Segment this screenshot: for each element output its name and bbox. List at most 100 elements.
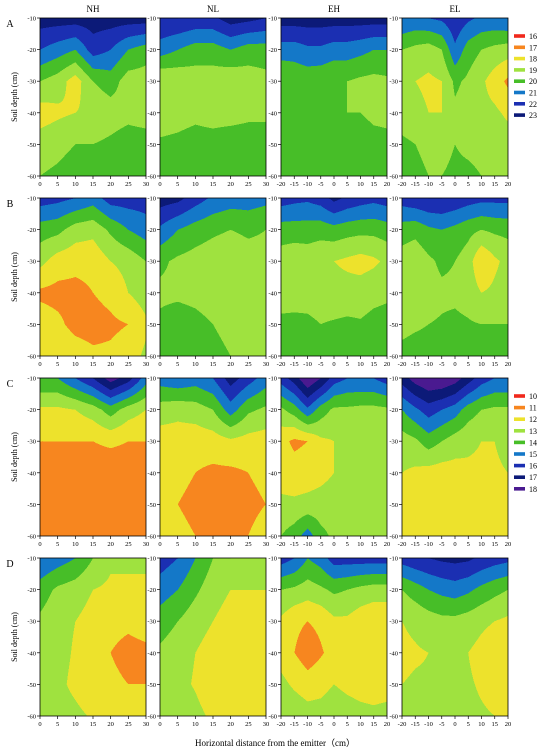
- x-tick-label: 0: [158, 181, 161, 188]
- legend-swatch: [514, 452, 525, 456]
- x-tick-label: 20: [384, 721, 391, 728]
- x-tick-label: 20: [384, 361, 391, 368]
- y-tick-label: -40: [389, 470, 398, 477]
- x-tick-label: 30: [263, 181, 270, 188]
- legend-swatch: [514, 417, 525, 421]
- x-tick-label: -10: [303, 361, 312, 368]
- x-tick-label: 10: [478, 361, 485, 368]
- legend-swatch: [514, 394, 525, 398]
- x-tick-label: 5: [176, 541, 179, 548]
- legend-swatch: [514, 90, 525, 95]
- x-tick-label: 10: [357, 541, 364, 548]
- x-tick-label: 25: [125, 541, 132, 548]
- x-tick-label: 5: [56, 721, 59, 728]
- y-tick-label: -60: [268, 714, 277, 721]
- y-tick-label: -30: [27, 439, 36, 446]
- y-tick-label: -10: [268, 376, 277, 383]
- x-tick-label: 20: [505, 361, 512, 368]
- y-tick-label: -50: [268, 322, 277, 329]
- y-tick-label: -60: [147, 174, 156, 181]
- y-tick-label: -50: [147, 142, 156, 149]
- y-axis-label: Soil depth (cm): [10, 612, 19, 662]
- y-tick-label: -60: [147, 714, 156, 721]
- y-tick-label: -20: [27, 587, 36, 594]
- legend-swatch: [514, 34, 525, 38]
- x-tick-label: 25: [245, 181, 252, 188]
- y-tick-label: -30: [27, 259, 36, 266]
- x-tick-label: 15: [371, 181, 378, 188]
- legend-swatch: [514, 463, 525, 468]
- x-tick-label: 10: [478, 721, 485, 728]
- legend-label: 12: [529, 415, 537, 424]
- y-tick-label: -50: [389, 682, 398, 689]
- x-tick-label: 5: [176, 181, 179, 188]
- legend-label: 16: [529, 32, 537, 41]
- x-tick-label: -20: [277, 181, 286, 188]
- legend-label: 18: [529, 485, 537, 494]
- x-tick-label: -5: [439, 721, 444, 728]
- contour-fill: [40, 18, 146, 176]
- x-tick-label: 20: [107, 721, 114, 728]
- x-tick-label: -20: [398, 541, 407, 548]
- x-tick-label: 0: [332, 721, 335, 728]
- y-tick-label: -40: [147, 290, 156, 297]
- y-tick-label: -30: [389, 619, 398, 626]
- x-tick-label: -20: [277, 361, 286, 368]
- x-tick-label: -10: [424, 721, 433, 728]
- x-tick-label: 0: [332, 181, 335, 188]
- y-tick-label: -10: [389, 196, 398, 203]
- row-label-b: B: [7, 199, 14, 210]
- contour-fill: [402, 18, 508, 176]
- y-tick-label: -40: [389, 110, 398, 117]
- y-tick-label: -40: [268, 470, 277, 477]
- legend-label: 13: [529, 427, 537, 436]
- x-axis-label: Horizontal distance from the emitter（cm）: [195, 738, 355, 748]
- y-tick-label: -30: [268, 259, 277, 266]
- y-tick-label: -30: [389, 259, 398, 266]
- x-tick-label: 0: [158, 361, 161, 368]
- heatmap-panel-B-EH: -10-20-30-40-50-60-20 -15 -10 -5 0 5 10 15 20: [268, 196, 390, 369]
- x-tick-label: -5: [318, 181, 323, 188]
- heatmap-panel-C-EH: -10-20-30-40-50-60-20 -15 -10 -5 0 5 10 15 20: [268, 376, 390, 549]
- y-tick-label: -50: [27, 682, 36, 689]
- y-tick-label: -30: [268, 439, 277, 446]
- x-tick-label: 0: [453, 721, 456, 728]
- contour-fill: [281, 198, 387, 356]
- x-tick-label: 25: [125, 721, 132, 728]
- x-tick-label: 0: [38, 181, 41, 188]
- y-tick-label: -40: [147, 470, 156, 477]
- x-tick-label: 10: [192, 181, 199, 188]
- x-tick-label: 5: [346, 541, 349, 548]
- x-tick-label: -5: [439, 541, 444, 548]
- x-tick-label: -15: [290, 721, 299, 728]
- heatmap-panel-D-NH: -10 -20 -30 -40 -50 -600 5 10 15 20 25 30: [27, 556, 149, 729]
- y-tick-label: -60: [268, 534, 277, 541]
- x-tick-label: 5: [346, 181, 349, 188]
- y-tick-label: -20: [389, 587, 398, 594]
- y-tick-label: -60: [268, 354, 277, 361]
- heatmap-panel-B-NH: -10 -20 -30 -40 -50 -600 5 10 15 20 25 30: [27, 196, 149, 369]
- contour-fill: [160, 198, 266, 356]
- y-tick-label: -30: [147, 619, 156, 626]
- x-tick-label: 10: [192, 361, 199, 368]
- x-tick-label: 20: [505, 541, 512, 548]
- y-tick-label: -30: [268, 619, 277, 626]
- x-tick-label: 5: [346, 361, 349, 368]
- legend: 16 17 18 19 20 21 22 23: [514, 32, 537, 120]
- y-tick-label: -40: [147, 110, 156, 117]
- x-tick-label: -20: [398, 181, 407, 188]
- y-tick-label: -60: [268, 174, 277, 181]
- y-tick-label: -60: [147, 534, 156, 541]
- y-tick-label: -20: [147, 587, 156, 594]
- x-tick-label: 5: [467, 361, 470, 368]
- heatmap-panel-A-NL: -10 -20 -30 -40 -50 -600 5 10 15 20 25 30: [147, 16, 269, 189]
- y-tick-label: -40: [268, 290, 277, 297]
- x-tick-label: -10: [303, 541, 312, 548]
- heatmap-panel-D-EH: -10-20-30-40-50-60-20 -15 -10 -5 0 5 10 15 20: [268, 556, 390, 729]
- row-label-a: A: [6, 19, 14, 30]
- y-tick-label: -20: [389, 407, 398, 414]
- x-tick-label: 15: [371, 361, 378, 368]
- y-tick-label: -10: [147, 376, 156, 383]
- x-tick-label: -15: [411, 541, 420, 548]
- legend-label: 22: [529, 100, 537, 109]
